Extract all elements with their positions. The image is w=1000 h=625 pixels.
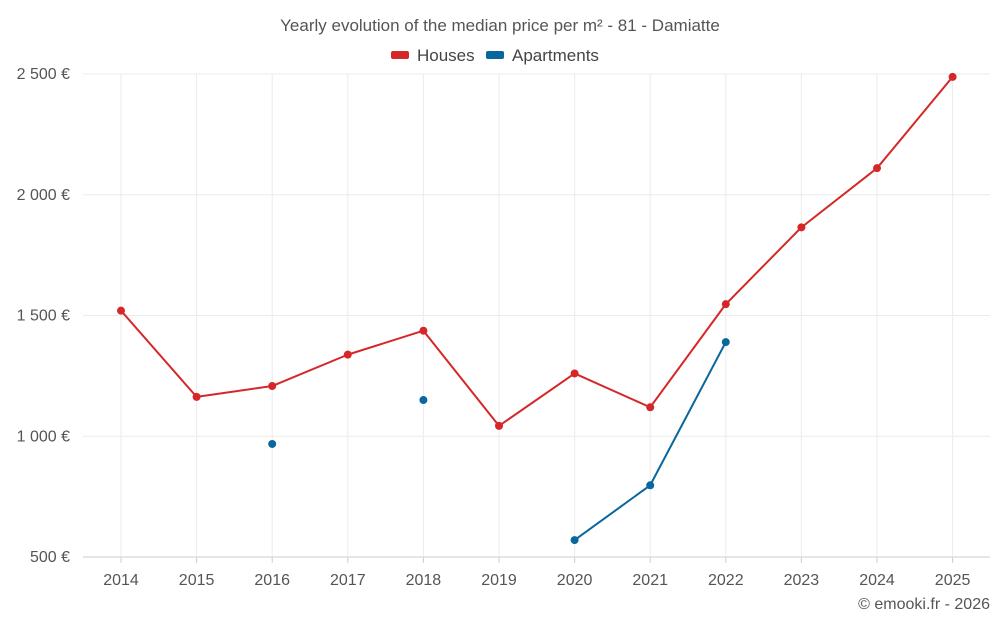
legend-label-apartments: Apartments [512,46,599,65]
y-tick-label: 1 500 € [17,308,70,325]
legend-swatch-houses [391,51,409,59]
x-tick-label: 2023 [784,572,820,589]
data-point-apartments[interactable] [721,338,730,347]
y-tick-label: 2 500 € [17,66,70,83]
data-point-houses[interactable] [721,300,730,309]
chart-title: Yearly evolution of the median price per… [280,16,720,35]
y-tick-label: 2 000 € [17,187,70,204]
data-point-houses[interactable] [192,392,201,401]
series-layer [117,72,957,545]
x-tick-label: 2025 [935,572,971,589]
series-houses [117,72,957,430]
x-tick-label: 2016 [254,572,290,589]
axes: 500 € 1 000 € 1 500 € 2 000 € 2 500 € 2014 201… [17,66,971,589]
data-point-houses[interactable] [948,72,957,81]
data-point-apartments[interactable] [268,439,277,448]
data-point-houses[interactable] [873,164,881,173]
series-line-houses [120,76,954,427]
x-tick-label: 2015 [179,572,215,589]
legend-item-apartments[interactable]: Apartments [486,46,599,65]
legend-label-houses: Houses [417,46,475,65]
data-point-apartments[interactable] [570,536,579,545]
data-point-houses[interactable] [419,326,428,335]
legend-swatch-apartments [486,51,504,59]
x-tick-label: 2014 [103,572,139,589]
x-tick-label: 2024 [859,572,895,589]
series-apartments [268,338,730,545]
x-tick-label: 2017 [330,572,366,589]
data-point-houses[interactable] [646,403,655,412]
x-tick-label: 2022 [708,572,744,589]
y-tick-label: 500 € [30,549,70,566]
x-tick-label: 2021 [632,572,668,589]
legend: Houses Apartments [391,46,599,65]
data-point-apartments[interactable] [419,396,428,405]
data-point-houses[interactable] [495,421,503,430]
x-tick-label: 2019 [481,572,517,589]
data-point-apartments[interactable] [646,481,655,490]
credit: © emooki.fr - 2026 [858,596,990,613]
data-point-houses[interactable] [797,223,806,232]
data-point-houses[interactable] [343,350,352,359]
gridlines [83,73,990,558]
x-tick-label: 2018 [406,572,442,589]
legend-item-houses[interactable]: Houses [391,46,475,65]
data-point-houses[interactable] [117,306,125,315]
x-tick-label: 2020 [557,572,593,589]
data-point-houses[interactable] [268,382,277,391]
data-point-houses[interactable] [570,369,579,378]
y-tick-label: 1 000 € [17,428,70,445]
